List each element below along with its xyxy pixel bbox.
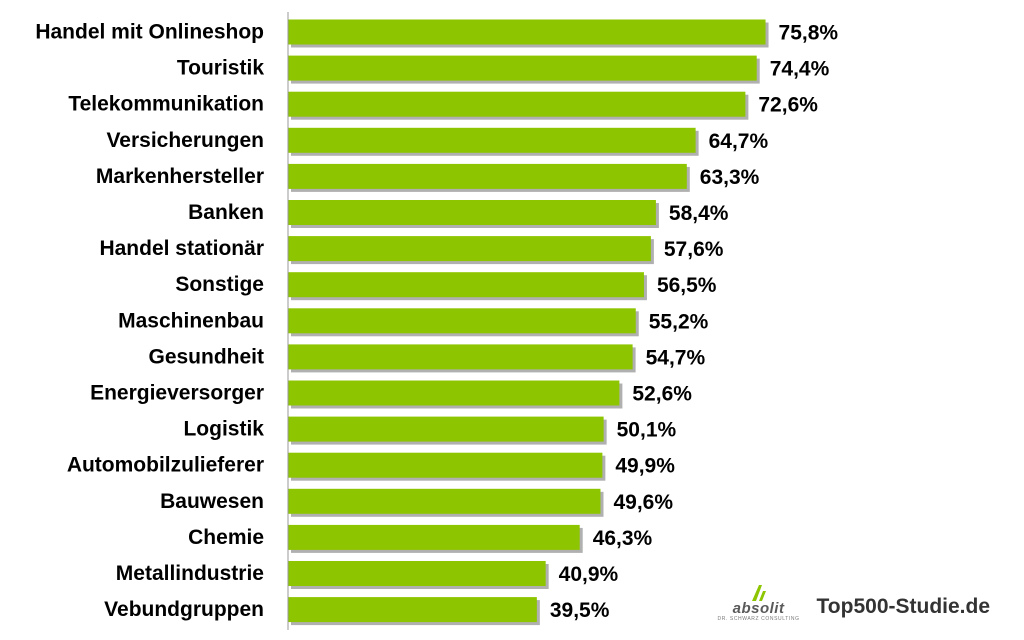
- value-labels-group: 75,8% 74,4% 72,6% 64,7% 63,3% 58,4% 57,6% 56,5%…: [550, 22, 839, 623]
- bar: [288, 308, 636, 334]
- category-label: Logistik: [183, 418, 264, 441]
- logo-wordmark: absolit: [732, 600, 785, 617]
- bar: [288, 272, 644, 298]
- category-label: Energieversorger: [90, 382, 264, 405]
- bar: [288, 380, 620, 406]
- category-label: Markenhersteller: [96, 165, 264, 188]
- absolit-logo-icon: [751, 585, 766, 601]
- value-label: 46,3%: [593, 527, 653, 550]
- category-label: Vebundgruppen: [104, 598, 264, 621]
- value-label: 74,4%: [770, 58, 830, 81]
- bar: [288, 597, 537, 623]
- category-label: Gesundheit: [148, 345, 264, 368]
- category-label: Sonstige: [175, 273, 264, 296]
- branding: absolit DR. SCHWARZ CONSULTING Top500-St…: [713, 582, 990, 622]
- value-label: 49,6%: [613, 491, 673, 514]
- category-label: Metallindustrie: [116, 562, 264, 585]
- bar: [288, 127, 696, 153]
- bar: [288, 236, 651, 262]
- category-label: Telekommunikation: [68, 93, 264, 116]
- category-label: Automobilzulieferer: [67, 454, 264, 477]
- category-label: Bauwesen: [160, 490, 264, 513]
- value-label: 58,4%: [669, 202, 729, 225]
- bar: [288, 200, 656, 225]
- bar: [288, 452, 603, 478]
- category-label: Chemie: [188, 526, 264, 549]
- value-label: 49,9%: [615, 455, 675, 478]
- bar: [288, 488, 601, 514]
- category-labels-group: Handel mit Onlineshop Touristik Telekommun…: [35, 21, 264, 622]
- value-label: 54,7%: [646, 346, 706, 369]
- category-label: Touristik: [177, 57, 264, 80]
- category-label: Maschinenbau: [118, 309, 264, 332]
- category-label: Handel stationär: [99, 237, 264, 260]
- value-label: 56,5%: [657, 274, 717, 297]
- bar: [288, 416, 604, 442]
- value-label: 72,6%: [758, 94, 818, 117]
- bar: [288, 561, 546, 586]
- website-label: Top500-Studie.de: [816, 595, 990, 618]
- value-label: 40,9%: [559, 563, 619, 586]
- value-label: 57,6%: [664, 238, 724, 261]
- value-label: 55,2%: [649, 310, 709, 333]
- logo-subtext: DR. SCHWARZ CONSULTING: [717, 616, 800, 622]
- bar: [288, 91, 746, 117]
- bars-group: [288, 19, 769, 626]
- value-label: 50,1%: [617, 419, 677, 442]
- bar: [288, 344, 633, 370]
- bar: [288, 55, 757, 81]
- value-label: 52,6%: [632, 383, 692, 406]
- value-label: 63,3%: [700, 166, 760, 189]
- value-label: 39,5%: [550, 599, 610, 622]
- bar: [288, 163, 687, 189]
- value-label: 75,8%: [779, 22, 839, 45]
- category-label: Banken: [188, 201, 264, 224]
- bar: [288, 524, 580, 550]
- category-label: Versicherungen: [106, 129, 264, 152]
- category-label: Handel mit Onlineshop: [35, 21, 264, 44]
- absolit-logo: absolit DR. SCHWARZ CONSULTING: [713, 585, 805, 622]
- value-label: 64,7%: [709, 130, 769, 153]
- bar: [288, 19, 766, 45]
